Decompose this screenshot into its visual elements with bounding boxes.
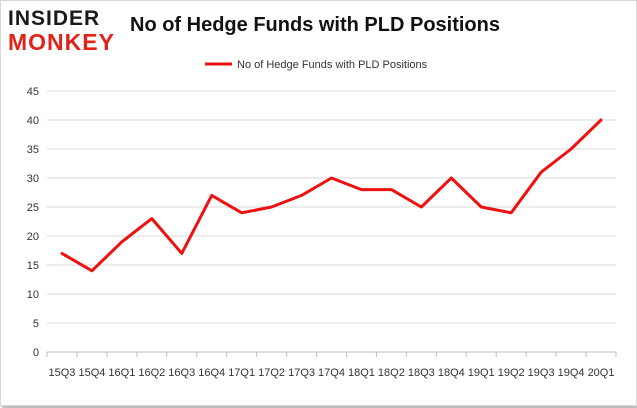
logo-line-1: INSIDER [8,7,101,30]
series-line-0 [60,118,603,273]
x-tick-label: 19Q3 [528,367,555,379]
y-tick-label: 10 [27,289,39,301]
x-tick-label: 18Q2 [378,367,405,379]
chart-title: No of Hedge Funds with PLD Positions [130,14,500,36]
x-tick-label: 19Q4 [558,367,585,379]
x-tick-label: 16Q2 [138,367,165,379]
y-tick-label: 5 [33,318,39,330]
x-tick-label: 18Q4 [438,367,465,379]
y-tick-label: 30 [27,173,39,185]
x-axis-ticks: 15Q3 15Q4 16Q1 16Q2 16Q3 16Q4 17Q1 17Q2 17Q3 17Q4… [46,352,617,379]
x-tick-label: 18Q3 [408,367,435,379]
y-tick-label: 15 [27,260,39,272]
x-tick-label: 16Q1 [108,367,135,379]
x-tick-label: 15Q3 [49,367,76,379]
x-tick-label: 16Q3 [168,367,195,379]
y-tick-label: 20 [27,231,39,243]
x-tick-label: 19Q2 [498,367,525,379]
logo-line-2: MONKEY [8,29,115,55]
x-tick-label: 19Q1 [468,367,495,379]
legend-label: No of Hedge Funds with PLD Positions [237,59,428,71]
x-tick-label: 17Q1 [228,367,255,379]
x-tick-label: 17Q3 [288,367,315,379]
y-tick-label: 0 [33,347,39,359]
x-tick-label: 16Q4 [198,367,225,379]
x-tick-label: 15Q4 [78,367,105,379]
y-tick-label: 25 [27,202,39,214]
series-lines [60,118,603,273]
x-tick-label: 17Q2 [258,367,285,379]
y-tick-label: 40 [27,115,39,127]
x-tick-label: 20Q1 [588,367,615,379]
grid-lines [47,90,616,353]
x-tick-label: 18Q1 [348,367,375,379]
x-tick-label: 17Q4 [318,367,345,379]
y-tick-label: 45 [27,86,39,98]
y-axis-ticks: 0 5 10 15 20 25 30 35 40 45 [27,86,39,359]
insider-monkey-logo: INSIDER MONKEY [8,8,118,56]
y-tick-label: 35 [27,144,39,156]
legend: No of Hedge Funds with PLD Positions [205,59,428,71]
